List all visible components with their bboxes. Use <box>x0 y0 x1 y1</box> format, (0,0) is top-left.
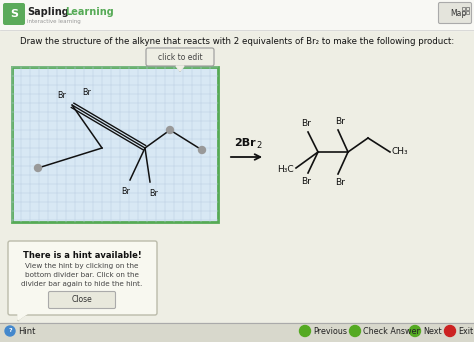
Text: 2Br: 2Br <box>234 138 255 148</box>
Circle shape <box>410 326 420 337</box>
Text: Next: Next <box>423 327 442 336</box>
Text: Br: Br <box>335 178 345 187</box>
Text: Br: Br <box>121 187 130 196</box>
Text: ?: ? <box>8 329 12 333</box>
Text: Br: Br <box>301 119 311 128</box>
Bar <box>462 11 465 14</box>
Bar <box>466 7 469 10</box>
Circle shape <box>445 326 456 337</box>
Text: Check Answer: Check Answer <box>363 327 420 336</box>
Polygon shape <box>18 313 28 320</box>
Text: H₃C: H₃C <box>277 166 294 174</box>
Text: divider bar again to hide the hint.: divider bar again to hide the hint. <box>21 281 143 287</box>
Text: Br: Br <box>301 177 311 186</box>
Text: Learning: Learning <box>65 7 114 17</box>
FancyBboxPatch shape <box>146 48 214 66</box>
Text: Sapling: Sapling <box>27 7 69 17</box>
FancyBboxPatch shape <box>438 2 472 24</box>
Circle shape <box>35 165 42 171</box>
Bar <box>466 11 469 14</box>
Text: There is a hint available!: There is a hint available! <box>23 251 141 261</box>
Text: Br: Br <box>82 88 91 97</box>
Text: Br: Br <box>150 189 158 198</box>
FancyBboxPatch shape <box>48 291 116 308</box>
Text: Hint: Hint <box>18 327 36 336</box>
Circle shape <box>166 127 173 133</box>
Text: Close: Close <box>72 295 92 304</box>
Bar <box>0 323 474 342</box>
Text: S: S <box>10 9 18 19</box>
Text: 2: 2 <box>256 142 261 150</box>
Text: Exit: Exit <box>458 327 473 336</box>
Bar <box>12 67 218 222</box>
Circle shape <box>349 326 361 337</box>
FancyBboxPatch shape <box>8 241 157 315</box>
FancyBboxPatch shape <box>3 3 25 25</box>
Text: interactive learning: interactive learning <box>27 19 81 25</box>
Text: click to edit: click to edit <box>158 53 202 62</box>
Bar <box>0 0 474 30</box>
Text: Previous: Previous <box>313 327 347 336</box>
Text: View the hint by clicking on the: View the hint by clicking on the <box>25 263 139 269</box>
Circle shape <box>199 146 206 154</box>
Bar <box>462 7 465 10</box>
Text: Br: Br <box>335 117 345 126</box>
Circle shape <box>5 326 15 336</box>
Text: Map: Map <box>450 9 466 17</box>
Polygon shape <box>176 66 184 71</box>
Circle shape <box>300 326 310 337</box>
Text: Draw the structure of the alkyne that reacts with 2 equivalents of Br₂ to make t: Draw the structure of the alkyne that re… <box>20 38 454 47</box>
Text: Br: Br <box>57 91 66 100</box>
Text: bottom divider bar. Click on the: bottom divider bar. Click on the <box>25 272 139 278</box>
Text: CH₃: CH₃ <box>392 147 409 157</box>
